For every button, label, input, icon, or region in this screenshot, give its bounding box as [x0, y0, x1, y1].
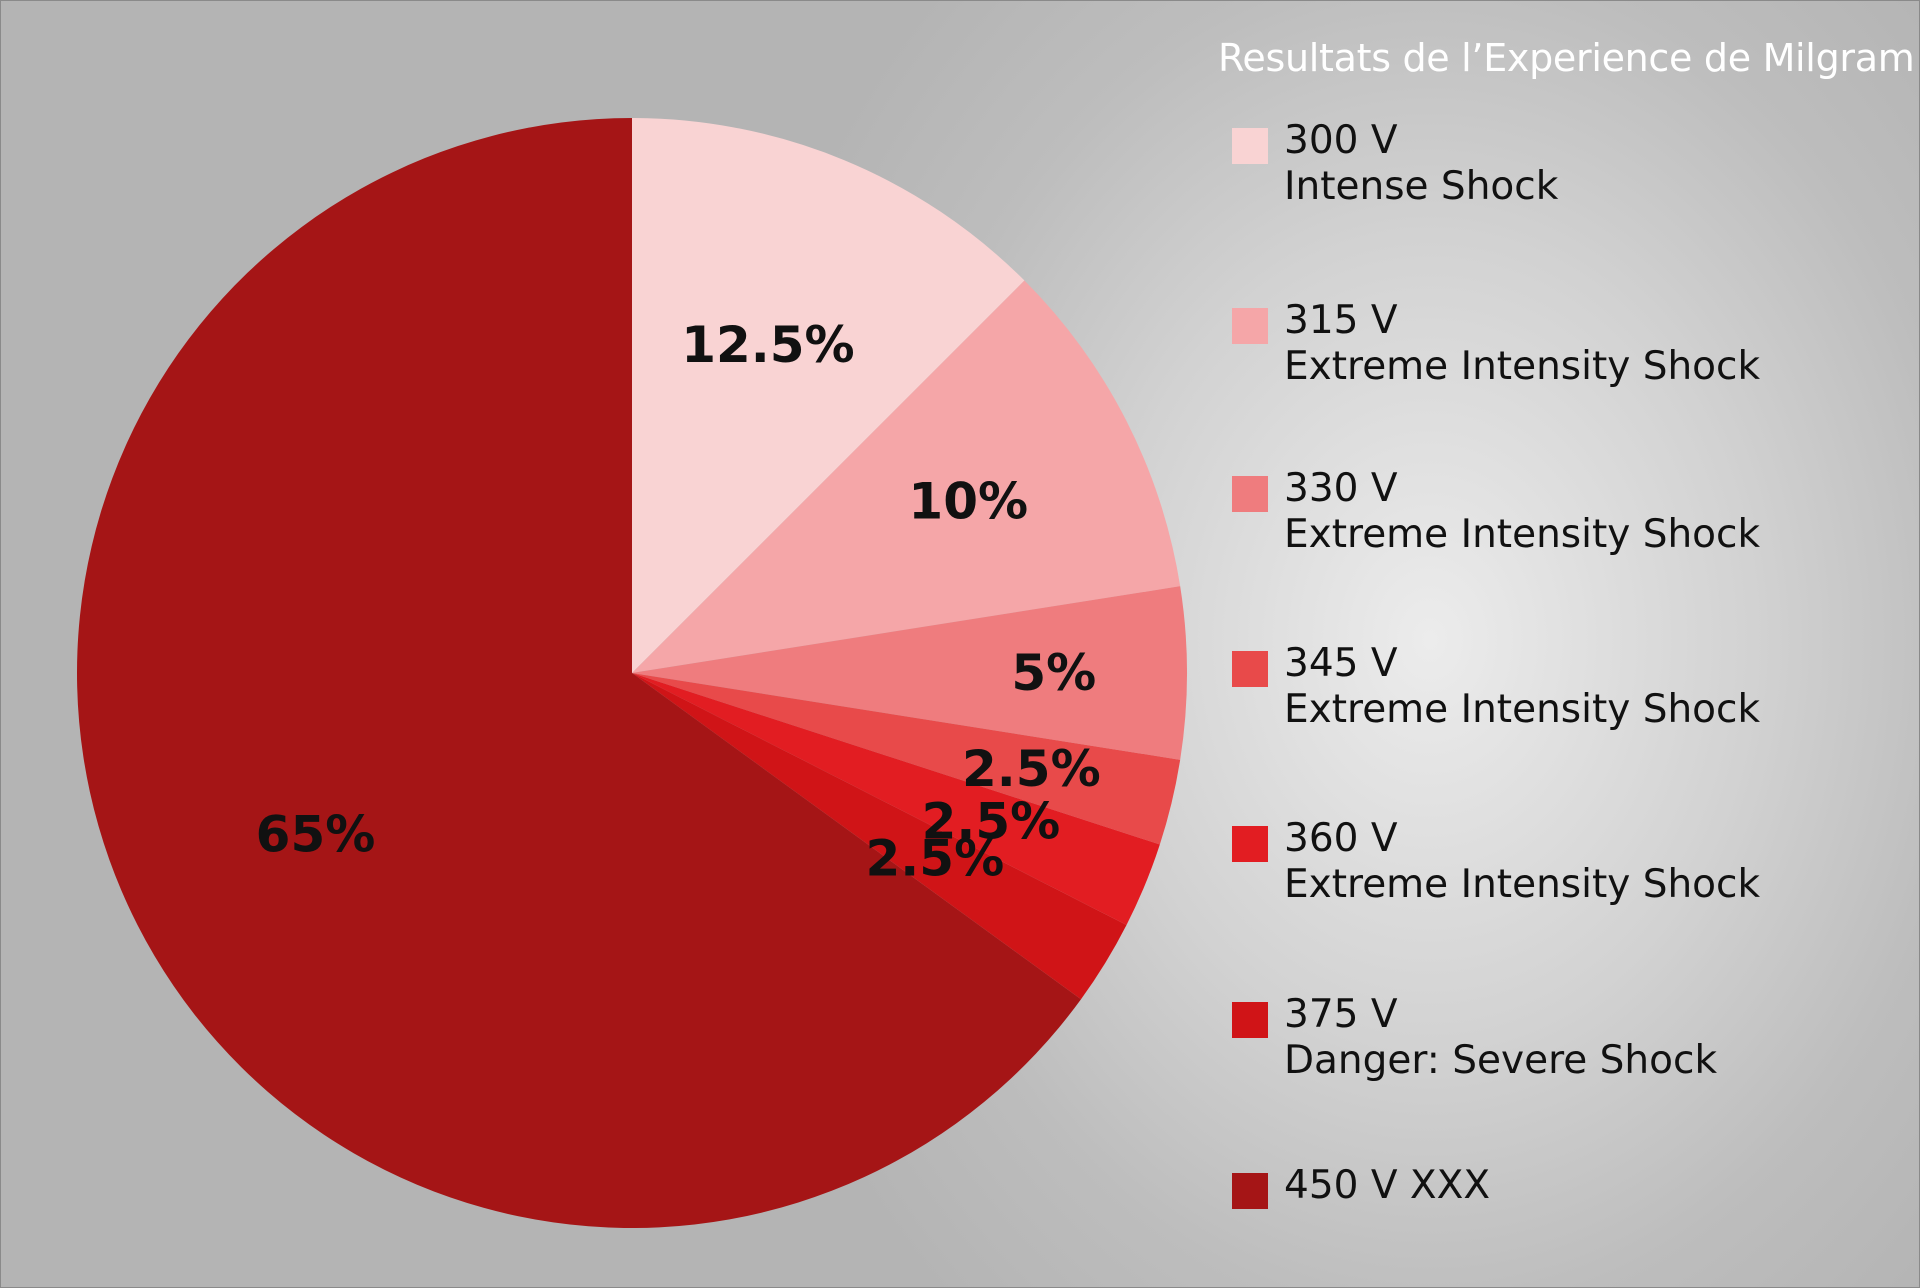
legend-text: 315 V Extreme Intensity Shock [1284, 298, 1760, 390]
legend-swatch [1232, 128, 1268, 164]
legend-voltage: 450 V XXX [1284, 1163, 1491, 1208]
pie-slice-label: 2.5% [866, 830, 1005, 888]
legend-text: 375 V Danger: Severe Shock [1284, 992, 1717, 1084]
pie-slice-label: 5% [1011, 644, 1096, 702]
chart-title: Resultats de l’Experience de Milgram [1218, 36, 1915, 80]
legend-description: Extreme Intensity Shock [1284, 862, 1761, 907]
legend-text: 360 V Extreme Intensity Shock [1284, 816, 1760, 908]
legend-swatch [1232, 476, 1268, 512]
legend-text: 330 V Extreme Intensity Shock [1284, 466, 1760, 558]
pie-slice-345v [632, 673, 1181, 845]
pie-slice-label: 2.5% [962, 740, 1101, 798]
pie-slice-label: 10% [908, 473, 1028, 531]
pie-slice-labels: 12.5%10%5%2.5%2.5%2.5%65% [256, 316, 1101, 888]
pie-slice-315v [632, 280, 1181, 673]
legend-description: Extreme Intensity Shock [1284, 344, 1761, 389]
legend-text: 345 V Extreme Intensity Shock [1284, 641, 1760, 733]
legend-text: 450 V XXX [1284, 1163, 1490, 1209]
legend-swatch [1232, 308, 1268, 344]
legend-description: Danger: Severe Shock [1284, 1038, 1718, 1083]
pie-slice-label: 12.5% [681, 316, 854, 374]
pie-slice-label: 65% [256, 805, 376, 863]
legend-swatch [1232, 826, 1268, 862]
legend-description: Intense Shock [1284, 164, 1559, 209]
legend-swatch [1232, 1173, 1268, 1209]
legend-swatch [1232, 1002, 1268, 1038]
legend-voltage: 375 V [1284, 992, 1398, 1037]
legend: 300 V Intense Shock 315 V Extreme Intens… [1230, 0, 1890, 1288]
legend-voltage: 300 V [1284, 118, 1398, 163]
pie-slices [76, 118, 1187, 1228]
pie-slice-360v [632, 673, 1160, 925]
legend-voltage: 360 V [1284, 816, 1398, 861]
pie-slice-300v [632, 118, 1025, 673]
legend-text: 300 V Intense Shock [1284, 118, 1558, 210]
legend-description: Extreme Intensity Shock [1284, 512, 1761, 557]
legend-description: Extreme Intensity Shock [1284, 687, 1761, 732]
legend-swatch [1232, 651, 1268, 687]
legend-voltage: 345 V [1284, 641, 1398, 686]
legend-voltage: 330 V [1284, 466, 1398, 511]
pie-slice-330v [632, 586, 1187, 760]
pie-slice-450v [76, 118, 1082, 1228]
legend-voltage: 315 V [1284, 298, 1398, 343]
pie-slice-375v [632, 673, 1127, 1000]
pie-slice-label: 2.5% [922, 793, 1061, 851]
